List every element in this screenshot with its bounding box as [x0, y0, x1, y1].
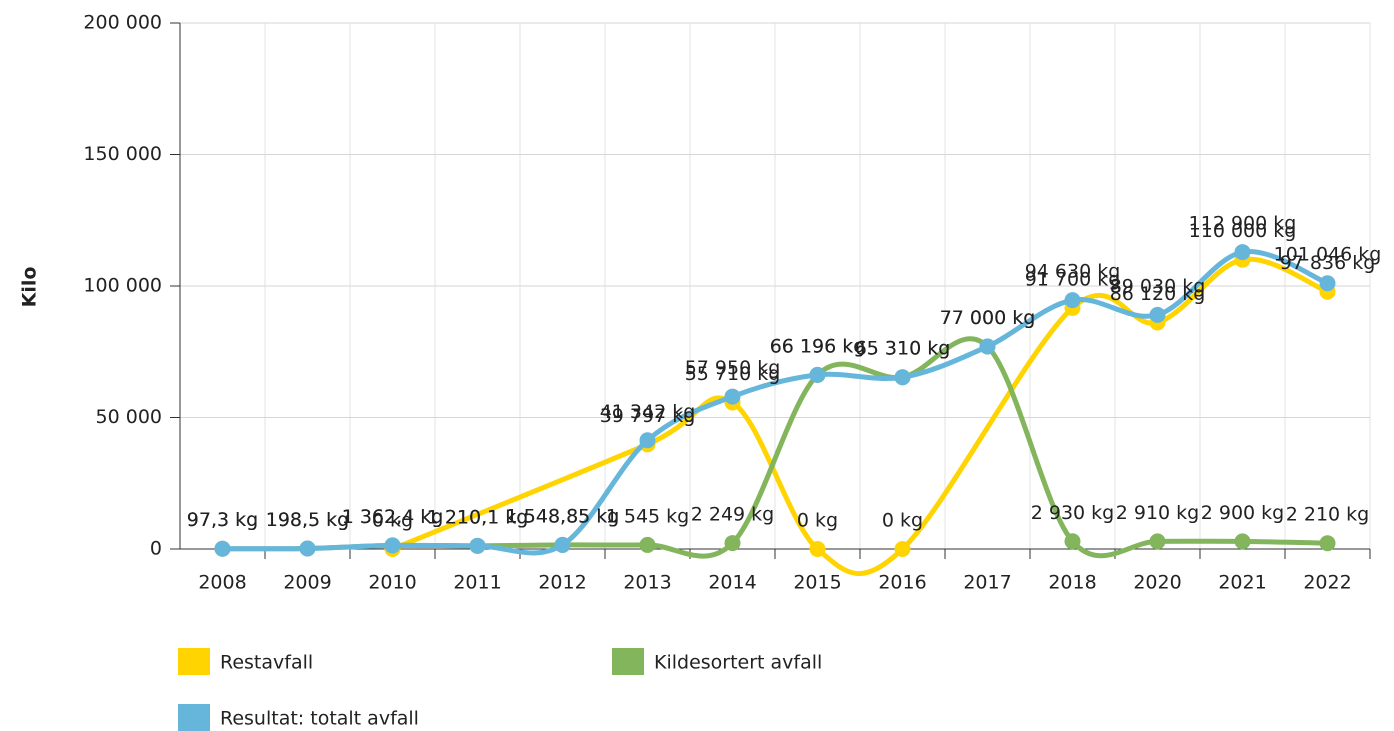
data-label: 77 000 kg — [940, 307, 1036, 329]
data-label: 66 196 kg — [770, 335, 866, 357]
point — [1064, 292, 1081, 309]
y-tick-label: 0 — [150, 538, 162, 560]
y-axis-label: Kilo — [19, 267, 41, 308]
x-tick-label: 2022 — [1303, 572, 1351, 594]
data-label: 2 910 kg — [1116, 502, 1200, 524]
data-label: 0 kg — [882, 510, 923, 532]
point — [1319, 535, 1336, 552]
data-label: 1 210,1 kg — [427, 506, 529, 528]
y-tick-label: 100 000 — [83, 275, 162, 297]
x-tick-label: 2010 — [368, 572, 416, 594]
data-label: 94 630 kg — [1025, 261, 1121, 283]
x-tick-label: 2016 — [878, 572, 926, 594]
data-label: 1 548,85 kg — [506, 505, 620, 527]
legend-swatch — [178, 648, 210, 675]
legend-swatch — [178, 704, 210, 731]
data-label: 97,3 kg — [187, 509, 258, 531]
data-label: 65 310 kg — [855, 338, 951, 360]
point — [809, 366, 826, 383]
data-label: 1 545 kg — [606, 505, 690, 527]
point — [299, 540, 316, 557]
x-tick-label: 2008 — [198, 572, 246, 594]
data-label: 0 kg — [797, 510, 838, 532]
point — [1234, 244, 1251, 261]
data-label: 1 548,85 kg — [506, 505, 620, 527]
y-tick-label: 150 000 — [83, 143, 162, 165]
point — [979, 338, 996, 355]
data-label: 65 310 kg — [855, 338, 951, 360]
legend-label: Restavfall — [220, 652, 313, 674]
x-tick-label: 2011 — [453, 572, 501, 594]
x-tick-label: 2012 — [538, 572, 586, 594]
data-label: 2 210 kg — [1286, 504, 1370, 526]
y-tick-label: 50 000 — [96, 406, 162, 428]
point — [214, 540, 231, 557]
data-label: 1 362,4 kg — [342, 506, 444, 528]
point — [894, 541, 911, 557]
x-tick-label: 2017 — [963, 572, 1011, 594]
legend-swatch — [612, 648, 644, 675]
point — [1064, 533, 1081, 550]
point — [554, 536, 571, 553]
data-label: 112 900 kg — [1189, 213, 1297, 235]
data-label: 2 930 kg — [1031, 502, 1115, 524]
x-tick-label: 2018 — [1048, 572, 1096, 594]
data-label: 66 196 kg — [770, 335, 866, 357]
data-label: 39 797 kg — [600, 405, 696, 427]
data-label: 86 120 kg — [1110, 283, 1206, 305]
x-tick-label: 2021 — [1218, 572, 1266, 594]
point — [384, 537, 401, 554]
point — [1149, 533, 1166, 550]
point — [724, 388, 741, 405]
data-label: 2 249 kg — [691, 504, 775, 526]
data-label: 198,5 kg — [266, 509, 350, 531]
legend-label: Resultat: totalt avfall — [220, 708, 419, 730]
data-label: 1 210,1 kg — [427, 506, 529, 528]
point — [639, 536, 656, 553]
data-label: 89 030 kg — [1110, 275, 1206, 297]
x-tick-label: 2009 — [283, 572, 331, 594]
point — [724, 535, 741, 552]
x-tick-label: 2020 — [1133, 572, 1181, 594]
point — [639, 432, 656, 449]
y-tick-label: 200 000 — [83, 12, 162, 34]
data-label: 1 362,4 kg — [342, 506, 444, 528]
data-label: 2 900 kg — [1201, 502, 1285, 524]
data-label: 97 836 kg — [1280, 252, 1376, 274]
point — [1319, 275, 1336, 292]
point — [1234, 533, 1251, 550]
x-tick-label: 2014 — [708, 572, 756, 594]
data-label: 77 000 kg — [940, 307, 1036, 329]
data-label: 101 046 kg — [1274, 244, 1382, 266]
x-tick-label: 2015 — [793, 572, 841, 594]
point — [894, 369, 911, 386]
data-label: 55 710 kg — [685, 363, 781, 385]
data-label: 110 000 kg — [1189, 220, 1297, 242]
data-label: 198,5 kg — [266, 509, 350, 531]
data-label: 97,3 kg — [187, 509, 258, 531]
point — [469, 537, 486, 554]
point — [809, 541, 826, 557]
x-tick-label: 2013 — [623, 572, 671, 594]
legend-label: Kildesortert avfall — [654, 652, 822, 674]
data-label: 91 700 kg — [1025, 268, 1121, 290]
point — [1149, 306, 1166, 323]
data-label: 0 kg — [372, 510, 413, 532]
data-label: 41 342 kg — [600, 401, 696, 423]
data-label: 57 950 kg — [685, 357, 781, 379]
